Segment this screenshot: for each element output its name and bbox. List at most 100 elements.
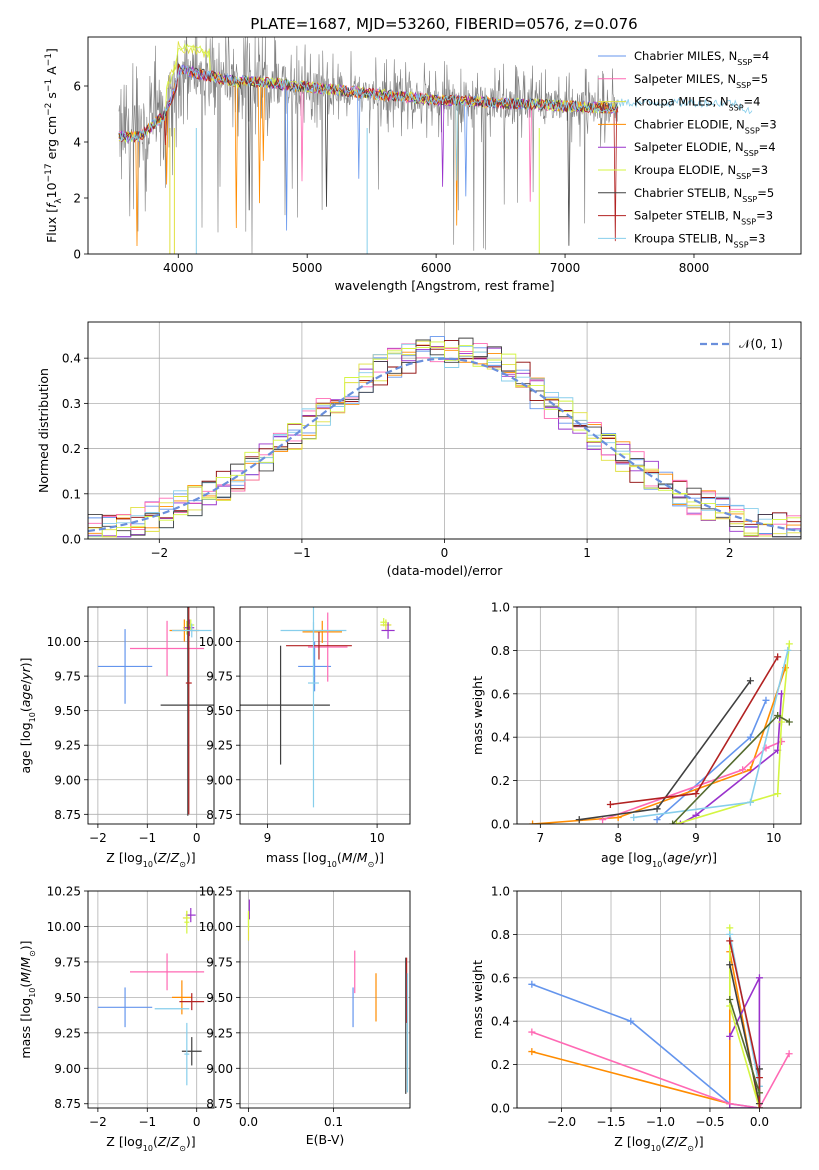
x-tick-label: −2 [150,546,168,560]
series-line [532,667,787,824]
axes-frame [87,606,215,825]
y-tick-label: 8.75 [54,1097,81,1111]
series-marker [726,937,734,945]
y-tick-label: 0.8 [491,644,510,658]
data-spectrum-line [118,37,618,254]
series-marker [726,996,734,1003]
series-line [729,999,761,1094]
y-tick-label: 1.0 [491,885,510,899]
y-tick-label: 8.75 [54,808,81,822]
series-marker [653,816,661,824]
y-tick-label: 9.50 [206,991,233,1005]
series-marker [785,640,793,648]
residuals-legend: 𝒩(0, 1) [700,337,783,351]
plot-area [528,924,793,1108]
series-marker [755,974,763,982]
chart-mass-weight-vs-age: 7 8 9 10 0.0 0.2 0.4 0.6 0.8 1.0 age [log10(age/yr… [470,601,802,869]
chart-mass-vs-ebv: 0.0 0.1 8.75 9.00 9.25 9.50 9.75 10.00 10.25 E(B-… [199,885,411,1147]
series-marker [739,766,747,774]
series-marker [774,790,782,798]
series-marker [614,813,622,821]
errorbar-point [302,620,342,643]
series-marker [755,1104,763,1108]
series-marker [606,800,614,808]
x-tick-label: 9 [692,831,700,845]
errorbar-point [380,618,387,627]
series-marker [528,1048,536,1056]
series-marker [528,1028,536,1036]
y-tick-label: 9.75 [206,670,233,684]
x-tick-label: −2.0 [547,1115,576,1129]
series-line [531,951,761,1108]
y-axis-label: mass weight [470,676,485,755]
legend-label: Kroupa STELIB, NSSP=3 [634,231,765,249]
x-axis-label: E(B-V) [306,1132,345,1147]
legend-label: Kroupa ELODIE, NSSP=3 [634,163,768,181]
series-marker [575,816,583,824]
histogram-step [88,341,801,538]
y-tick-label: 0.4 [491,1015,510,1029]
x-tick-label: 10 [766,831,781,845]
x-tick-label: −2 [89,831,107,845]
chart-age-vs-mass: 9 10 8.75 9.00 9.25 9.50 9.75 10.00 mass [log10(… [199,606,411,869]
x-axis-label: mass [log10(M/M⊙)] [266,850,384,869]
y-tick-label: 2 [73,192,81,206]
y-tick-label: 0.6 [491,971,510,985]
errorbar-point [380,619,392,631]
errorbar-point [97,987,153,1028]
errorbar-point [381,622,395,639]
y-tick-label: 9.25 [54,739,81,753]
x-tick-label: 0.0 [239,1115,258,1129]
x-tick-label: 0 [193,831,201,845]
x-tick-label: 10 [369,831,384,845]
series-marker [599,816,607,824]
x-tick-label: 8 [614,831,622,845]
plot-area [240,607,395,808]
x-tick-label: 0.1 [324,1115,343,1129]
chart-spectrum: 4000 5000 6000 7000 8000 0 2 4 6 wavelength [Angs… [44,36,802,293]
y-tick-label: 0.6 [491,687,510,701]
y-tick-label: 8.75 [206,1097,233,1111]
chart-mass-vs-z: −2 −1 0 8.75 9.00 9.25 9.50 9.75 10.00 10.25 Z [lo… [18,885,215,1153]
x-tick-label: −1.5 [596,1115,625,1129]
x-tick-label: 9 [264,831,272,845]
y-tick-label: 9.00 [206,773,233,787]
legend-label: Chabrier STELIB, NSSP=5 [634,186,774,204]
series-marker [676,820,684,824]
y-tick-label: 0.4 [62,352,81,366]
y-tick-label: 9.25 [206,1026,233,1040]
axes-frame [239,890,411,1109]
model-extension-line [617,97,753,115]
x-tick-label: −1 [138,831,156,845]
errorbar-point [308,607,319,808]
series-marker [726,961,734,969]
plot-area [118,37,753,254]
series-line [602,740,782,821]
y-tick-label: 1.0 [491,601,510,615]
series-marker [762,696,770,704]
x-tick-label: 0.0 [750,1115,769,1129]
x-tick-label: 2 [726,546,734,560]
legend-label: Chabrier ELODIE, NSSP=3 [634,117,777,135]
series-marker [785,1050,793,1058]
errorbar-point [185,607,192,815]
plot-area [247,899,409,1094]
chart-mass-weight-vs-z: −2.0 −1.5 −1.0 −0.5 0.0 0.0 0.2 0.4 0.6 0.8 1.0 Z [… [470,885,802,1153]
errorbar-point [130,620,205,677]
x-tick-label: 0 [193,1115,201,1129]
plot-area [97,607,214,816]
y-tick-label: 9.75 [206,955,233,969]
x-tick-label: −1.0 [646,1115,675,1129]
y-tick-label: 9.50 [206,704,233,718]
errorbar-point [172,623,212,638]
axes-frame [239,606,411,825]
series-marker [784,646,792,654]
x-axis-label: Z [log10(Z/Z⊙)] [106,850,195,869]
y-axis-label: age [log10(age/yr)] [18,657,37,773]
y-tick-label: 0.1 [62,487,81,501]
x-tick-label: 5000 [292,261,323,275]
x-tick-label: 1 [583,546,591,560]
axes-frame [87,321,802,540]
axes-frame [87,36,802,255]
